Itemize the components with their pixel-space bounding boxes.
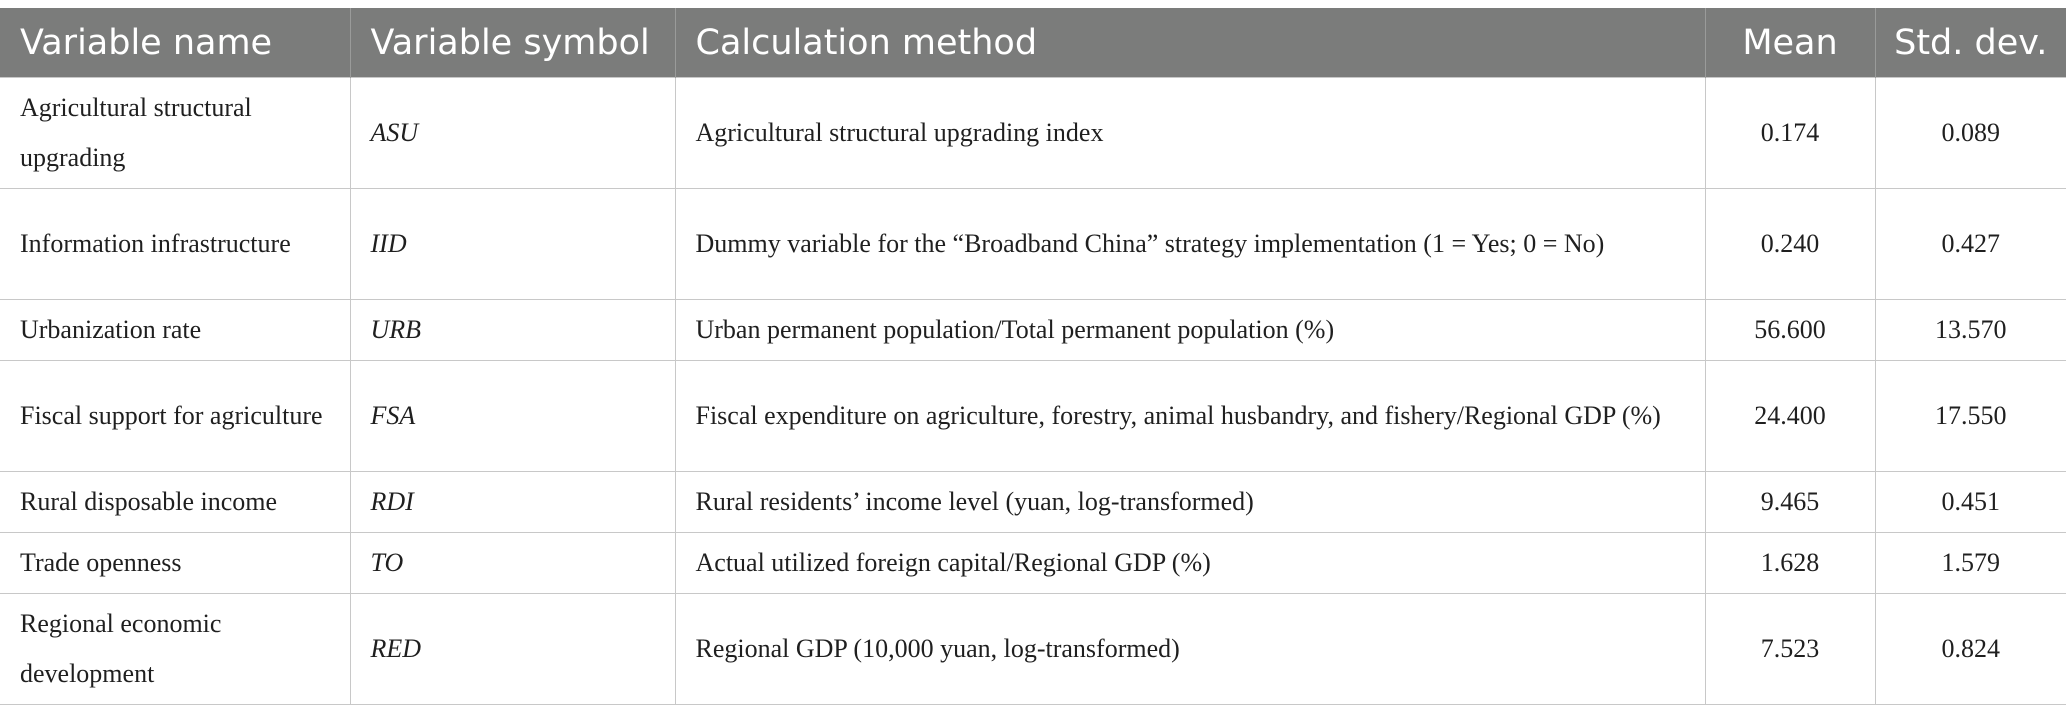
table-row: Regional economic development RED Region… [0,593,2066,705]
cell-variable-symbol: IID [349,188,676,300]
cell-std-dev: 1.579 [1874,532,2066,594]
cell-variable-symbol: URB [349,299,676,361]
cell-variable-name: Agricultural structural upgrading [0,77,351,189]
cell-std-dev: 13.570 [1874,299,2066,361]
cell-calculation-method: Agricultural structural upgrading index [674,77,1706,189]
cell-variable-name: Rural disposable income [0,471,351,533]
cell-std-dev: 17.550 [1874,360,2066,472]
cell-calculation-method: Fiscal expenditure on agriculture, fores… [674,360,1706,472]
cell-variable-name: Fiscal support for agriculture [0,360,351,472]
table-row: Urbanization rate URB Urban permanent po… [0,299,2066,361]
cell-mean: 0.240 [1704,188,1876,300]
cell-mean: 56.600 [1704,299,1876,361]
table-row: Information infrastructure IID Dummy var… [0,188,2066,300]
cell-variable-name: Urbanization rate [0,299,351,361]
variables-table: Variable name Variable symbol Calculatio… [0,8,2066,705]
cell-variable-name: Trade openness [0,532,351,594]
cell-calculation-method: Urban permanent population/Total permane… [674,299,1706,361]
table-row: Rural disposable income RDI Rural reside… [0,471,2066,533]
table-header: Variable name Variable symbol Calculatio… [0,8,2066,78]
cell-calculation-method: Rural residents’ income level (yuan, log… [674,471,1706,533]
cell-variable-symbol: RDI [349,471,676,533]
cell-mean: 24.400 [1704,360,1876,472]
cell-variable-symbol: ASU [349,77,676,189]
cell-std-dev: 0.089 [1874,77,2066,189]
cell-std-dev: 0.451 [1874,471,2066,533]
header-calculation-method: Calculation method [674,8,1706,78]
cell-variable-symbol: TO [349,532,676,594]
table-row: Trade openness TO Actual utilized foreig… [0,532,2066,594]
header-row: Variable name Variable symbol Calculatio… [0,8,2066,78]
cell-mean: 7.523 [1704,593,1876,705]
cell-variable-symbol: FSA [349,360,676,472]
header-std-dev: Std. dev. [1874,8,2066,78]
variables-table-container: Variable name Variable symbol Calculatio… [0,8,2066,705]
table-body: Agricultural structural upgrading ASU Ag… [0,77,2066,705]
cell-mean: 0.174 [1704,77,1876,189]
table-row: Agricultural structural upgrading ASU Ag… [0,77,2066,189]
header-mean: Mean [1704,8,1876,78]
cell-calculation-method: Actual utilized foreign capital/Regional… [674,532,1706,594]
cell-std-dev: 0.427 [1874,188,2066,300]
header-variable-symbol: Variable symbol [349,8,676,78]
cell-variable-symbol: RED [349,593,676,705]
cell-mean: 9.465 [1704,471,1876,533]
cell-calculation-method: Dummy variable for the “Broadband China”… [674,188,1706,300]
cell-calculation-method: Regional GDP (10,000 yuan, log-transform… [674,593,1706,705]
cell-variable-name: Regional economic development [0,593,351,705]
header-variable-name: Variable name [0,8,351,78]
table-row: Fiscal support for agriculture FSA Fisca… [0,360,2066,472]
cell-mean: 1.628 [1704,532,1876,594]
cell-variable-name: Information infrastructure [0,188,351,300]
cell-std-dev: 0.824 [1874,593,2066,705]
